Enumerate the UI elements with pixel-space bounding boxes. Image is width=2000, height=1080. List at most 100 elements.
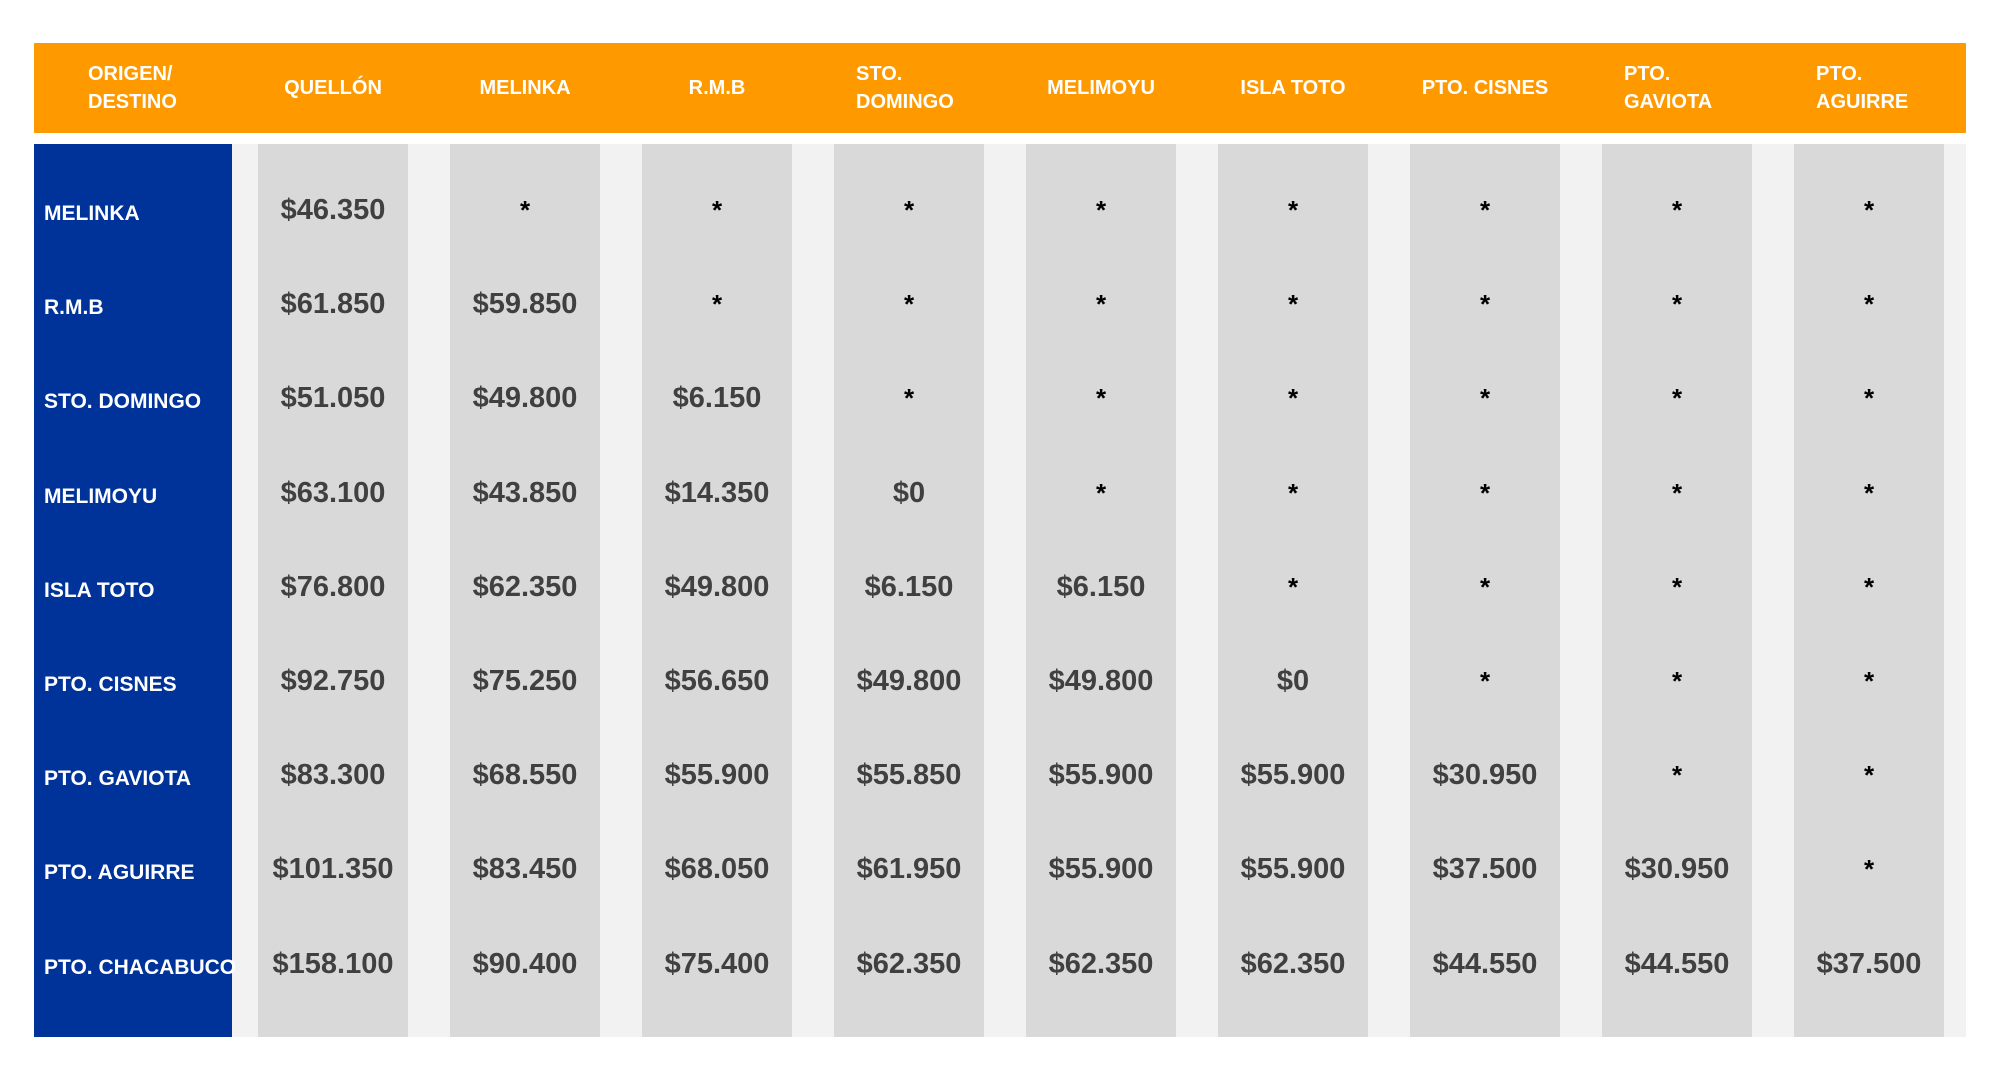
data-column [1026, 144, 1176, 1037]
header-cell: ORIGEN/ DESTINO [88, 63, 177, 113]
fare-cell: * [1671, 760, 1683, 791]
fare-cell: $6.150 [864, 570, 954, 603]
fare-cell: $63.100 [280, 476, 386, 509]
fare-cell: * [1479, 571, 1491, 602]
fare-cell: $43.850 [472, 476, 578, 509]
header-cell: PTO. GAVIOTA [1624, 63, 1713, 113]
fare-cell: * [1671, 477, 1683, 508]
fare-cell: * [1479, 383, 1491, 414]
fare-cell: * [1671, 195, 1683, 225]
fare-cell: $30.950 [1432, 759, 1538, 792]
header-cell: ISLA TOTO [1240, 77, 1346, 99]
fare-cell: * [1863, 477, 1875, 508]
fare-cell: $49.800 [664, 570, 770, 603]
row-label: PTO. AGUIRRE [44, 861, 195, 885]
header-cell: PTO. AGUIRRE [1816, 63, 1909, 113]
data-column [1602, 144, 1752, 1037]
fare-cell: $68.550 [472, 759, 578, 792]
fare-cell: * [903, 383, 915, 414]
row-label: PTO. GAVIOTA [44, 767, 192, 791]
row-label: STO. DOMINGO [44, 390, 202, 414]
header-cell: R.M.B [688, 77, 746, 99]
data-column [1218, 144, 1368, 1037]
fare-cell: * [1479, 195, 1491, 225]
data-column [1410, 144, 1560, 1037]
fare-cell: * [1671, 571, 1683, 602]
fare-cell: $101.350 [272, 853, 394, 886]
row-label: PTO. CHACABUCO [44, 955, 237, 979]
header-cell: PTO. CISNES [1421, 77, 1549, 99]
fare-cell: $55.900 [1240, 853, 1346, 886]
header-cell: QUELLÓN [284, 77, 382, 99]
fare-cell: $92.750 [280, 665, 386, 697]
row-label: MELIMOYU [44, 484, 158, 508]
fare-cell: * [1287, 571, 1299, 602]
fare-cell: $90.400 [472, 947, 578, 980]
fare-cell: $0 [892, 476, 926, 509]
row-label: MELINKA [44, 202, 140, 225]
fare-cell: $49.800 [1048, 665, 1154, 697]
data-column [834, 144, 984, 1037]
fare-cell: * [1287, 289, 1299, 320]
fare-cell: $44.550 [1432, 947, 1538, 980]
fare-cell: $14.350 [664, 476, 770, 509]
fare-cell: $76.800 [280, 570, 386, 603]
fare-cell: * [1863, 854, 1875, 885]
fare-cell: $46.350 [280, 194, 386, 226]
fare-cell: $6.150 [1056, 570, 1146, 603]
row-label: ISLA TOTO [44, 578, 155, 602]
fare-cell: $51.050 [280, 382, 386, 415]
fare-cell: * [1863, 289, 1875, 320]
fare-cell: $75.250 [472, 665, 578, 697]
fare-cell: * [1095, 383, 1107, 414]
fare-cell: * [711, 289, 723, 320]
data-column [1794, 144, 1944, 1037]
fare-cell: $55.900 [1048, 759, 1154, 792]
fare-cell: * [1671, 666, 1683, 696]
fare-cell: $59.850 [472, 288, 578, 321]
fare-cell: $62.350 [856, 947, 962, 980]
fare-cell: * [903, 195, 915, 225]
fare-cell: $30.950 [1624, 853, 1730, 886]
fare-cell: * [1287, 383, 1299, 414]
fare-cell: * [1095, 477, 1107, 508]
fare-cell: * [1863, 383, 1875, 414]
fare-cell: * [1863, 195, 1875, 225]
fare-cell: $44.550 [1624, 947, 1730, 980]
fare-cell: $55.900 [1240, 759, 1346, 792]
fare-cell: * [1479, 477, 1491, 508]
fare-cell: $68.050 [664, 853, 770, 886]
row-label: PTO. CISNES [44, 673, 177, 696]
header-cell: STO. DOMINGO [856, 63, 954, 113]
fare-cell: * [1095, 195, 1107, 225]
fare-cell: $83.450 [472, 853, 578, 886]
data-column [258, 144, 408, 1037]
fare-cell: $61.950 [856, 853, 962, 886]
fare-cell: * [1863, 571, 1875, 602]
fare-cell: $55.900 [664, 759, 770, 792]
row-header-column [34, 144, 232, 1037]
fare-cell: $62.350 [472, 570, 578, 603]
fare-cell: * [519, 195, 531, 225]
fare-cell: * [1287, 477, 1299, 508]
fare-cell: * [1671, 383, 1683, 414]
fare-cell: * [903, 289, 915, 320]
fare-cell: $62.350 [1048, 947, 1154, 980]
fare-cell: $83.300 [280, 759, 386, 792]
fare-cell: * [1671, 289, 1683, 320]
fare-cell: $37.500 [1432, 853, 1538, 886]
header-cell: MELINKA [479, 77, 571, 99]
fare-cell: $37.500 [1816, 947, 1922, 980]
fare-cell: * [711, 195, 723, 225]
fare-cell: $55.850 [856, 759, 962, 792]
data-column [450, 144, 600, 1037]
fare-cell: $0 [1276, 665, 1310, 697]
fare-cell: $158.100 [272, 947, 394, 980]
fare-cell: * [1479, 666, 1491, 696]
fare-cell: * [1863, 666, 1875, 696]
fare-cell: * [1287, 195, 1299, 225]
fare-cell: $49.800 [856, 665, 962, 697]
data-column [642, 144, 792, 1037]
fare-cell: $62.350 [1240, 947, 1346, 980]
